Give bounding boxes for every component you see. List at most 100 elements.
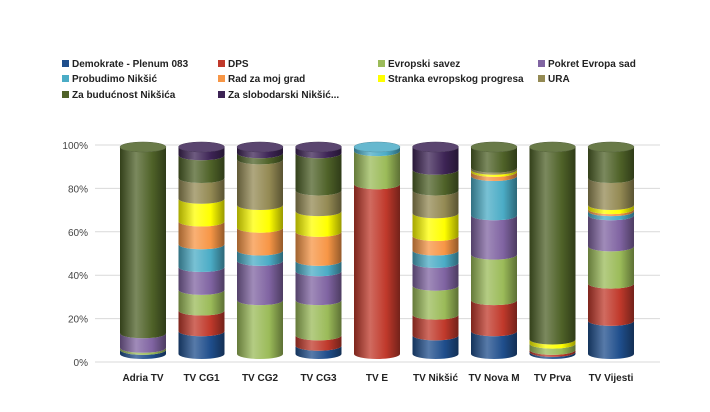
segment-ura [588,178,634,210]
segment-pokret-evropa-sad [120,333,166,353]
legend-item-za-slobodarski-niksic: Za slobodarski Nikšić... [218,90,339,101]
segment-pokret-evropa-sad [295,271,342,306]
bar-adria-tv [119,141,167,359]
segment-za-buducnost-niksica [529,147,576,345]
segment-stranka-evropskog-progresa [237,204,283,233]
bar-top-cap [470,141,518,153]
y-tick-label: 0% [74,358,89,369]
segment-rad-za-moj-grad [237,227,283,256]
y-tick-label: 80% [68,184,88,195]
segment-stranka-evropskog-progresa [588,204,634,215]
legend-item-stranka-evropskog-progresa: Stranka evropskog progresa [378,74,524,85]
y-tick-label: 100% [62,141,88,152]
segment-evropski-savez [354,151,400,190]
legend-swatch [378,60,385,67]
segment-evropski-savez [471,254,517,306]
segment-rad-za-moj-grad [412,236,459,256]
segment-pokret-evropa-sad [588,215,634,252]
segment-za-buducnost-niksica [588,147,634,184]
segment-dps [295,335,342,351]
legend-label: URA [548,74,570,85]
segment-stranka-evropskog-progresa [178,198,225,227]
bar-tv-prva [529,141,576,359]
segment-probudimo-niksic [471,175,517,221]
legend-swatch [62,60,69,67]
segment-probudimo-niksic [237,250,283,266]
segment-pokret-evropa-sad [178,267,225,295]
legend-swatch [62,91,69,98]
segment-dps [412,314,459,341]
segment-stranka-evropskog-progresa [412,213,459,242]
segment-za-buducnost-niksica [295,153,342,196]
bars [119,141,635,359]
legend-swatch [538,75,545,82]
bar-top-cap [353,141,401,153]
y-tick-label: 20% [68,315,88,326]
segment-evropski-savez [120,347,166,355]
legend-label: Pokret Evropa sad [548,59,636,70]
bar-tv-e [353,141,401,359]
legend-label: Demokrate - Plenum 083 [72,59,189,70]
bar-tv-cg2 [236,141,284,359]
x-tick-label: TV CG1 [183,373,220,384]
legend-item-demokrate-plenum-083: Demokrate - Plenum 083 [62,59,189,70]
legend-label: Rad za moj grad [228,74,305,85]
legend-item-dps: DPS [218,59,249,70]
segment-evropski-savez [412,285,459,320]
legend-item-pokret-evropa-sad: Pokret Evropa sad [538,59,636,70]
segment-dps [529,349,576,357]
segment-rad-za-moj-grad [295,231,342,266]
bar-top-cap [587,141,635,153]
segment-dps [354,184,400,359]
legend-label: Za budućnost Nikšića [72,90,176,101]
segment-ura [471,167,517,175]
segment-za-buducnost-niksica [412,169,459,196]
segment-pokret-evropa-sad [412,262,459,291]
segment-ura [295,190,342,217]
segment-rad-za-moj-grad [588,209,634,217]
segment-rad-za-moj-grad [471,171,517,181]
legend-swatch [378,75,385,82]
bar-top-cap [529,141,576,153]
legend-swatch [218,60,225,67]
bar-top-cap [295,141,342,153]
segment-evropski-savez [529,343,576,355]
segment-evropski-savez [178,289,225,316]
segment-probudimo-niksic [178,244,225,273]
bar-tv-cg3 [295,141,342,359]
segment-za-slobodarski-niksic [178,147,225,161]
legend-label: Evropski savez [388,59,460,70]
x-tick-label: TV CG3 [300,373,337,384]
segment-demokrate-plenum-083 [471,331,517,359]
segment-ura [237,159,283,210]
y-tick-label: 60% [68,228,88,239]
y-axis: 0% 20% 40% 60% 80% 100% [62,141,88,369]
segment-stranka-evropskog-progresa [529,339,576,349]
segment-za-buducnost-niksica [471,147,517,173]
bar-tv-cg1 [178,141,225,359]
bar-tv-niksic [412,141,459,359]
x-tick-label: TV Vijesti [589,373,634,384]
segment-evropski-savez [295,300,342,341]
bar-top-cap [412,141,459,153]
legend-item-probudimo-niksic: Probudimo Nikšić [62,74,157,85]
bar-top-cap [119,141,167,153]
segment-ura [412,190,459,219]
legend-label: Probudimo Nikšić [72,74,157,85]
segment-dps [471,300,517,337]
legend-label: Stranka evropskog progresa [388,74,524,85]
segment-probudimo-niksic [295,260,342,277]
legend-item-ura: URA [538,74,570,85]
segment-stranka-evropskog-progresa [295,211,342,237]
segment-stranka-evropskog-progresa [471,169,517,177]
x-tick-label: TV CG2 [242,373,279,384]
bar-top-cap [236,141,284,153]
legend-swatch [218,75,225,82]
legend: Demokrate - Plenum 083 DPS Evropski savez P… [62,59,636,101]
legend-item-rad-za-moj-grad: Rad za moj grad [218,74,305,85]
x-tick-label: TV E [366,373,389,384]
segment-dps [588,283,634,326]
segment-pokret-evropa-sad [237,260,283,306]
segment-demokrate-plenum-083 [295,345,342,359]
segment-evropski-savez [588,246,634,289]
